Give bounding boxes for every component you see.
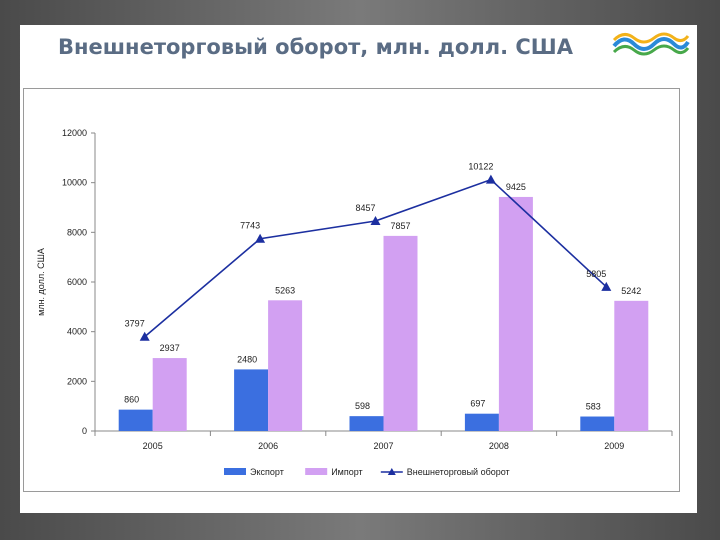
bar-data-label: 583: [586, 402, 601, 412]
wave-logo-icon: [612, 32, 690, 56]
bar-data-label: 5242: [621, 286, 641, 296]
y-tick-label: 2000: [67, 376, 87, 386]
line-data-label: 10122: [468, 162, 493, 172]
bar-data-label: 5263: [275, 285, 295, 295]
legend-marker-icon: [387, 468, 396, 475]
line-data-label: 5805: [586, 269, 606, 279]
y-tick-label: 10000: [62, 178, 87, 188]
turnover-marker: [255, 233, 266, 243]
slide-title: Внешнеторговый оборот, млн. долл. США: [58, 35, 573, 59]
y-tick-label: 12000: [62, 128, 87, 138]
slide: Внешнеторговый оборот, млн. долл. США 0 2…: [20, 25, 697, 513]
legend-label: Внешнеторговый оборот: [407, 467, 510, 477]
line-data-label: 3797: [125, 319, 145, 329]
bar-data-label: 860: [124, 395, 139, 405]
bar-export: [580, 416, 615, 431]
bar-data-label: 598: [355, 401, 370, 411]
bar-export: [349, 416, 384, 431]
line-data-label: 7743: [240, 221, 260, 231]
bar-import: [383, 235, 418, 431]
y-tick-label: 6000: [67, 277, 87, 287]
bar-data-label: 7857: [390, 221, 410, 231]
chart: 0 2000 4000 6000 8000 10000 12000 млн. долл. СШ…: [36, 128, 673, 477]
turnover-marker: [370, 215, 381, 225]
bar-data-label: 2480: [237, 354, 257, 364]
bar-import: [152, 358, 187, 431]
bar-data-label: 9425: [506, 182, 526, 192]
y-axis-title: млн. долл. США: [36, 248, 46, 316]
x-tick-label: 2007: [373, 441, 393, 451]
bar-import: [268, 300, 303, 431]
legend-swatch-0: [224, 468, 246, 475]
bar-data-label: 697: [470, 399, 485, 409]
x-tick-label: 2009: [604, 441, 624, 451]
bar-import: [614, 300, 649, 431]
bar-data-label: 2937: [160, 343, 180, 353]
legend-label: Импорт: [331, 467, 362, 477]
chart-frame: 0 2000 4000 6000 8000 10000 12000 млн. долл. СШ…: [23, 88, 680, 492]
legend-swatch-1: [305, 468, 328, 475]
x-tick-label: 2006: [258, 441, 278, 451]
y-tick-label: 8000: [67, 227, 87, 237]
line-data-label: 8457: [355, 203, 375, 213]
x-tick-label: 2005: [143, 441, 163, 451]
bar-import: [498, 196, 533, 431]
y-tick-label: 0: [82, 426, 87, 436]
bar-export: [464, 413, 499, 431]
x-tick-label: 2008: [489, 441, 509, 451]
legend-label: Экспорт: [250, 467, 284, 477]
turnover-marker: [601, 281, 612, 291]
turnover-marker: [485, 174, 496, 184]
bar-export: [234, 369, 269, 431]
y-tick-label: 4000: [67, 327, 87, 337]
turnover-marker: [139, 331, 150, 341]
bar-export: [118, 409, 153, 431]
